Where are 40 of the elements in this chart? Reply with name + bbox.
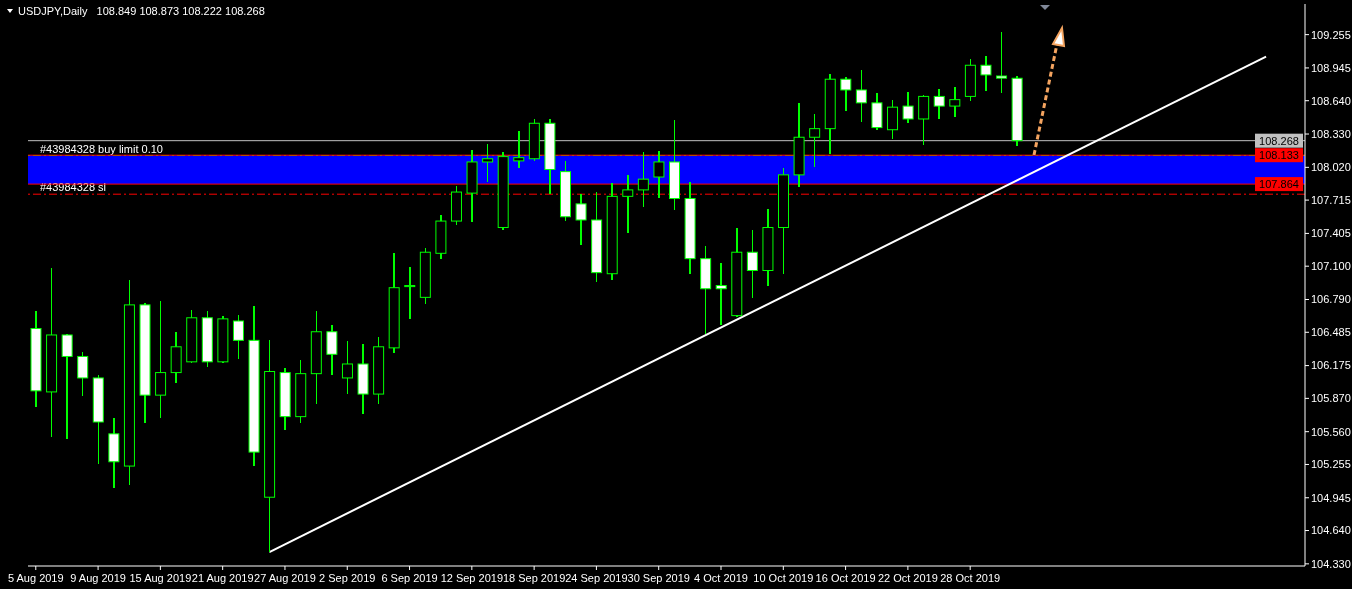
ref-line-label: #43984328 buy limit 0.10 bbox=[40, 142, 163, 155]
y-tick-label: 104.640 bbox=[1311, 524, 1351, 537]
y-tick-label: 107.405 bbox=[1311, 227, 1351, 240]
chart-title: USDJPY,Daily bbox=[18, 5, 88, 17]
y-tick-label: 105.560 bbox=[1311, 425, 1351, 438]
x-tick-label: 28 Oct 2019 bbox=[940, 572, 1001, 584]
x-tick-label: 12 Sep 2019 bbox=[440, 572, 504, 584]
y-tick-label: 107.100 bbox=[1311, 260, 1351, 273]
y-tick-label: 105.255 bbox=[1311, 458, 1351, 471]
y-tick-label: 108.020 bbox=[1311, 161, 1351, 174]
y-tick-label: 105.870 bbox=[1311, 392, 1351, 405]
x-tick-label: 4 Oct 2019 bbox=[694, 572, 748, 584]
ref-line-label: 107.864 bbox=[1259, 178, 1299, 191]
y-tick-label: 108.330 bbox=[1311, 127, 1351, 140]
x-tick-label: 10 Oct 2019 bbox=[753, 572, 814, 584]
x-tick-label: 15 Aug 2019 bbox=[129, 572, 192, 584]
y-tick-label: 109.255 bbox=[1311, 28, 1351, 41]
x-tick-label: 30 Sep 2019 bbox=[627, 572, 690, 584]
y-tick-label: 108.945 bbox=[1311, 61, 1351, 74]
y-tick-label: 104.945 bbox=[1311, 491, 1351, 504]
x-tick-label: 22 Oct 2019 bbox=[877, 572, 938, 584]
y-tick-label: 106.790 bbox=[1311, 293, 1351, 306]
y-tick-label: 104.330 bbox=[1311, 557, 1351, 570]
x-tick-label: 24 Sep 2019 bbox=[565, 572, 628, 584]
x-tick-label: 5 Aug 2019 bbox=[7, 572, 64, 584]
chart-subtitle: 108.849 108.873 108.222 108.268 bbox=[96, 5, 265, 17]
x-tick-label: 21 Aug 2019 bbox=[191, 572, 254, 584]
y-tick-label: 107.715 bbox=[1311, 194, 1351, 207]
x-tick-label: 9 Aug 2019 bbox=[70, 572, 126, 584]
x-tick-label: 27 Aug 2019 bbox=[254, 572, 316, 584]
y-tick-label: 106.485 bbox=[1311, 326, 1351, 339]
ref-line-label: 108.268 bbox=[1259, 134, 1299, 147]
x-tick-label: 2 Sep 2019 bbox=[319, 572, 376, 584]
x-tick-label: 16 Oct 2019 bbox=[815, 572, 876, 584]
y-tick-label: 106.175 bbox=[1311, 359, 1351, 372]
x-tick-label: 18 Sep 2019 bbox=[502, 572, 566, 584]
y-tick-label: 108.640 bbox=[1311, 94, 1351, 107]
x-tick-label: 6 Sep 2019 bbox=[381, 572, 438, 584]
ref-line-label: #43984328 sl bbox=[40, 181, 107, 194]
ref-line-label: 108.133 bbox=[1259, 149, 1299, 162]
